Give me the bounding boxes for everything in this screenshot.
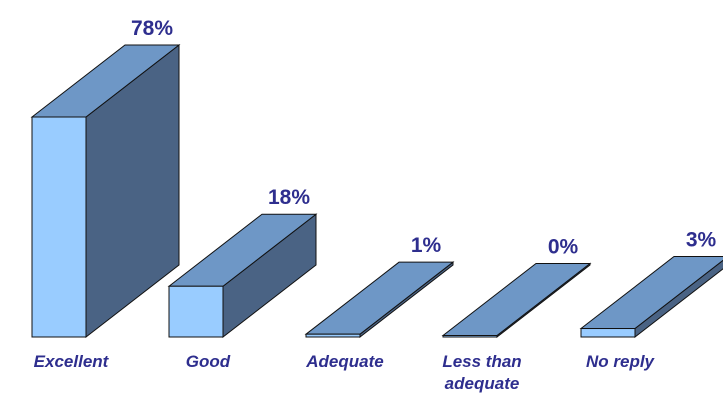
value-label: 78% bbox=[131, 17, 173, 40]
bars-group bbox=[30, 43, 723, 339]
bar-front-face bbox=[580, 328, 636, 338]
bar-0 bbox=[30, 43, 181, 339]
bar-front-face bbox=[305, 333, 361, 338]
bar-3 bbox=[441, 262, 592, 339]
category-label-line: No reply bbox=[586, 352, 656, 371]
bar-front-face bbox=[31, 116, 87, 338]
bar-2 bbox=[304, 261, 455, 339]
value-label: 3% bbox=[686, 229, 717, 252]
category-label: Less than adequate bbox=[442, 352, 521, 393]
bar-1 bbox=[167, 213, 318, 339]
value-label: 1% bbox=[411, 234, 442, 257]
category-label-line: Adequate bbox=[305, 352, 383, 371]
category-label: Excellent bbox=[34, 352, 110, 371]
bar-top-face bbox=[441, 263, 592, 336]
category-label: Adequate bbox=[305, 352, 383, 371]
bar-top-face bbox=[304, 261, 455, 335]
labels-group: 78% Excellent 18% Good 1% Adequate 0% Less than… bbox=[34, 17, 717, 393]
category-label: No reply bbox=[586, 352, 656, 371]
category-label-line: adequate bbox=[445, 374, 520, 393]
value-label: 0% bbox=[548, 236, 579, 259]
category-label: Good bbox=[186, 352, 231, 371]
category-label-line: Good bbox=[186, 352, 231, 371]
bar-front-face bbox=[442, 335, 498, 338]
category-label-line: Excellent bbox=[34, 352, 110, 371]
category-label-line: Less than bbox=[442, 352, 521, 371]
bar-front-face bbox=[168, 285, 224, 338]
bar-4 bbox=[579, 256, 723, 339]
value-label: 18% bbox=[268, 186, 310, 209]
